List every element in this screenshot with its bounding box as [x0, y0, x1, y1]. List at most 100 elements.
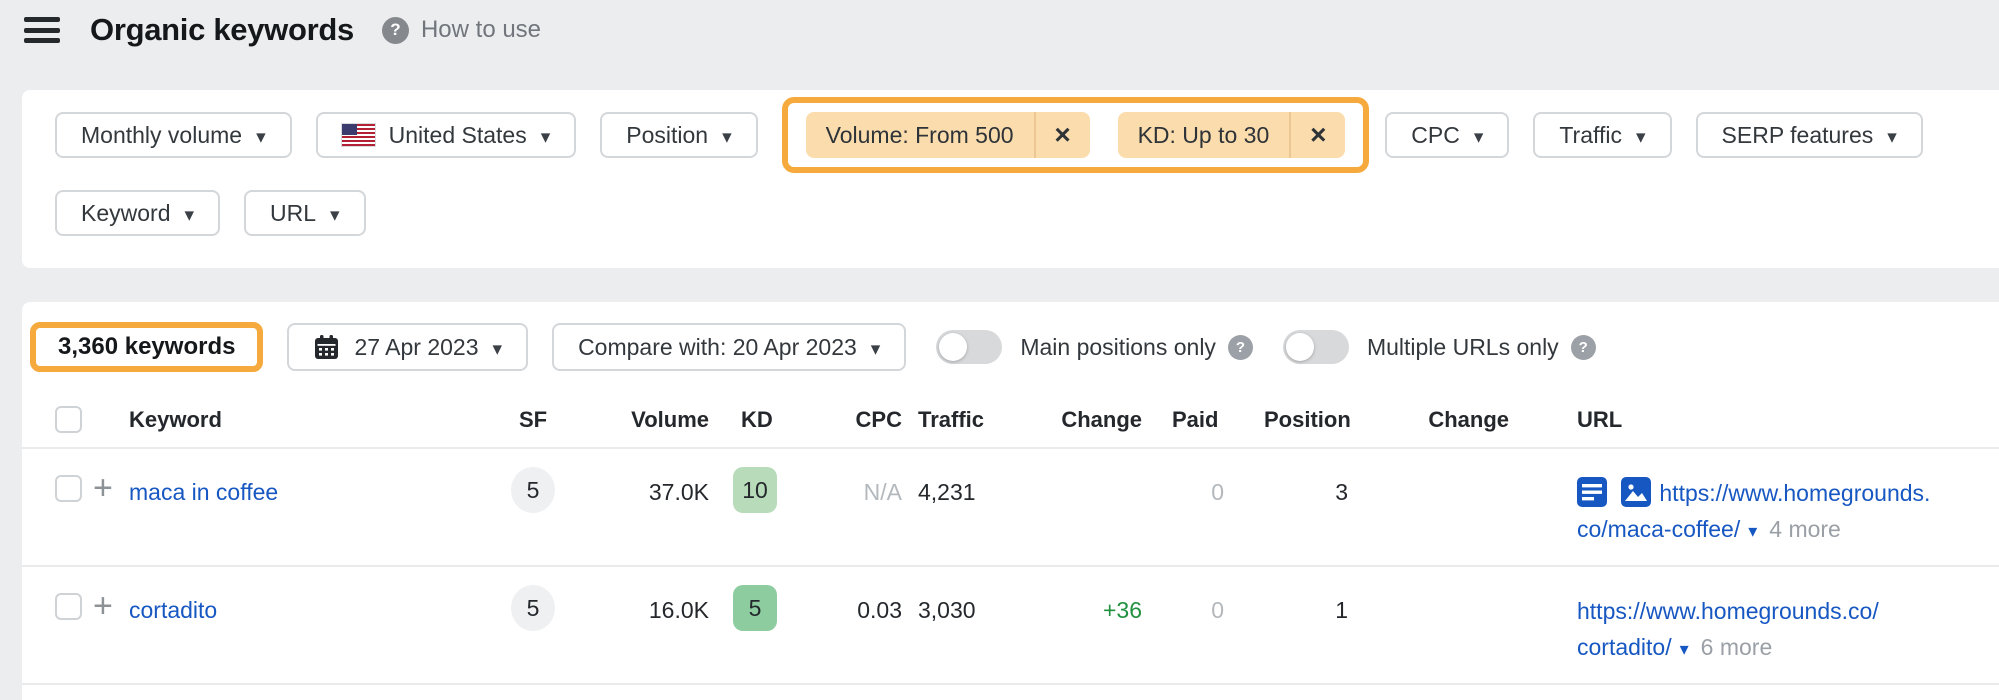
chevron-down-icon — [493, 334, 503, 361]
cpc-value: 0.03 — [857, 597, 902, 623]
url-filter-button[interactable]: URL — [244, 190, 366, 236]
us-flag-icon — [340, 123, 376, 147]
column-header-change2[interactable]: Change — [1428, 406, 1509, 432]
chevron-down-icon — [256, 122, 266, 149]
multiple-urls-label: Multiple URLs only — [1366, 333, 1559, 360]
filter-bar: Monthly volume United States Position Vo… — [22, 90, 1999, 268]
main-positions-label: Main positions only — [1020, 333, 1216, 360]
column-header-position[interactable]: Position — [1264, 406, 1351, 432]
paid-value: 0 — [1211, 597, 1224, 623]
add-to-list-icon[interactable]: + — [93, 587, 113, 625]
volume-value: 37.0K — [648, 479, 709, 505]
serp-features-count-badge[interactable]: 5 — [511, 467, 555, 513]
kd-chip-label: KD: Up to 30 — [1118, 112, 1292, 158]
column-header-keyword[interactable]: Keyword — [129, 406, 222, 432]
keyword-link[interactable]: maca in coffee — [129, 479, 279, 505]
chevron-down-icon — [722, 122, 732, 149]
chevron-down-icon — [330, 200, 340, 227]
result-url-link[interactable]: https://www.homegrounds.co/cortadito/ — [1577, 598, 1879, 660]
traffic-filter-button[interactable]: Traffic — [1533, 112, 1672, 158]
table-row: + maca in coffee 5 37.0K 10 N/A 4,231 0 … — [22, 449, 1999, 567]
serp-features-filter-button[interactable]: SERP features — [1695, 112, 1923, 158]
close-icon[interactable] — [1036, 112, 1090, 158]
row-checkbox[interactable] — [55, 593, 82, 620]
image-pack-icon[interactable] — [1621, 477, 1652, 507]
position-label: Position — [626, 121, 709, 148]
more-urls-link[interactable]: 4 more — [1769, 516, 1841, 542]
position-filter-button[interactable]: Position — [600, 112, 758, 158]
traffic-value: 3,030 — [918, 597, 976, 623]
traffic-change-value — [1030, 449, 1142, 479]
url-dropdown-icon[interactable] — [1680, 639, 1689, 659]
result-url-link[interactable]: https://www.homegrounds.co/maca-coffee/ — [1577, 480, 1931, 542]
volume-value: 16.0K — [648, 597, 709, 623]
add-to-list-icon[interactable]: + — [93, 469, 113, 507]
column-header-paid[interactable]: Paid — [1172, 406, 1219, 432]
results-panel: 3,360 keywords 27 Apr 2023 Compare with:… — [22, 302, 1999, 700]
kd-badge: 5 — [733, 585, 777, 631]
serp-features-label: SERP features — [1721, 121, 1874, 148]
row-checkbox[interactable] — [55, 475, 82, 502]
kd-badge: 10 — [733, 467, 777, 513]
cpc-label: CPC — [1411, 121, 1460, 148]
date-picker-button[interactable]: 27 Apr 2023 — [287, 323, 529, 371]
url-cell: https://www.homegrounds.co/maca-coffee/4… — [1509, 449, 1937, 549]
select-all-checkbox[interactable] — [55, 406, 82, 433]
serp-features-count-badge[interactable]: 5 — [511, 585, 555, 631]
column-header-cpc[interactable]: CPC — [855, 406, 902, 432]
volume-chip-label: Volume: From 500 — [806, 112, 1036, 158]
keyword-label: Keyword — [81, 199, 171, 226]
cpc-filter-button[interactable]: CPC — [1385, 112, 1510, 158]
featured-snippet-icon[interactable] — [1577, 477, 1607, 507]
question-icon — [381, 16, 409, 44]
question-icon[interactable] — [1570, 334, 1596, 360]
menu-icon[interactable] — [24, 17, 60, 43]
traffic-change-value: +36 — [1102, 597, 1142, 623]
how-to-use-link[interactable]: How to use — [381, 16, 542, 44]
multiple-urls-toggle[interactable] — [1282, 330, 1349, 364]
country-filter-button[interactable]: United States — [315, 112, 577, 158]
chevron-down-icon — [1636, 122, 1646, 149]
chevron-down-icon — [184, 200, 194, 227]
position-change-value — [1364, 567, 1509, 597]
keyword-link[interactable]: cortadito — [129, 597, 218, 623]
monthly-volume-label: Monthly volume — [81, 121, 243, 148]
filter-row-1: Monthly volume United States Position Vo… — [55, 97, 1999, 173]
column-header-volume[interactable]: Volume — [631, 406, 709, 432]
more-urls-link[interactable]: 6 more — [1700, 634, 1773, 660]
keyword-filter-button[interactable]: Keyword — [55, 190, 221, 236]
paid-value: 0 — [1211, 479, 1224, 505]
position-value: 3 — [1335, 479, 1348, 505]
question-icon[interactable] — [1227, 334, 1253, 360]
active-filters-highlight: Volume: From 500 KD: Up to 30 — [781, 97, 1370, 173]
url-dropdown-icon[interactable] — [1748, 521, 1757, 541]
table-row: + cortadito 5 16.0K 5 0.03 3,030 +36 0 1… — [22, 567, 1999, 685]
filter-row-2: Keyword URL — [55, 190, 1999, 236]
position-change-value — [1364, 449, 1509, 479]
column-header-sf[interactable]: SF — [518, 406, 548, 432]
position-value: 1 — [1335, 597, 1348, 623]
column-header-change[interactable]: Change — [1061, 406, 1142, 432]
compare-label: Compare with: 20 Apr 2023 — [578, 333, 857, 360]
traffic-label: Traffic — [1559, 121, 1622, 148]
column-header-url[interactable]: URL — [1577, 406, 1623, 432]
compare-with-button[interactable]: Compare with: 20 Apr 2023 — [552, 323, 907, 371]
url-label: URL — [270, 199, 317, 226]
monthly-volume-filter-button[interactable]: Monthly volume — [55, 112, 292, 158]
chevron-down-icon — [871, 334, 881, 361]
volume-filter-chip[interactable]: Volume: From 500 — [805, 112, 1090, 158]
country-label: United States — [388, 121, 527, 148]
kd-filter-chip[interactable]: KD: Up to 30 — [1117, 112, 1346, 158]
column-header-traffic[interactable]: Traffic — [918, 406, 985, 432]
traffic-value: 4,231 — [918, 479, 976, 505]
url-cell: https://www.homegrounds.co/cortadito/6 m… — [1509, 567, 1937, 667]
close-icon[interactable] — [1291, 112, 1345, 158]
how-to-use-label: How to use — [420, 16, 542, 43]
table-header: Keyword SF Volume KD CPC Traffic Change … — [22, 406, 1999, 449]
page-title: Organic keywords — [90, 12, 354, 47]
chevron-down-icon — [1474, 122, 1484, 149]
page-header: Organic keywords How to use — [0, 0, 1999, 60]
column-header-kd[interactable]: KD — [741, 406, 773, 432]
selected-date: 27 Apr 2023 — [354, 333, 479, 360]
main-positions-toggle[interactable] — [936, 330, 1003, 364]
